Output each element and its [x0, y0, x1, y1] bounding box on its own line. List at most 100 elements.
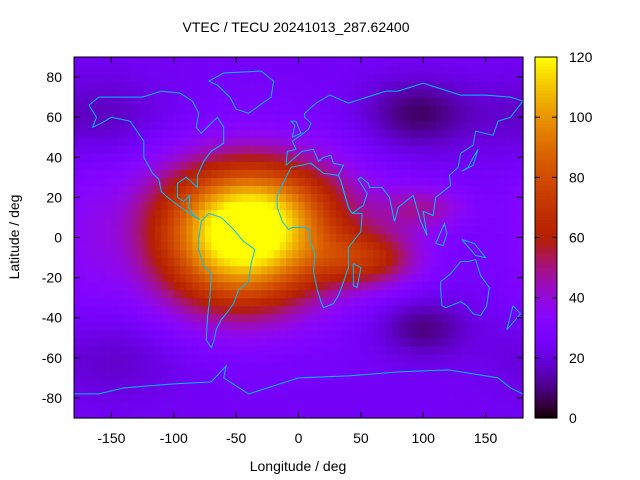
heatmap-cell [192, 137, 200, 146]
heatmap-cell [105, 153, 113, 162]
x-tick-label: -150 [97, 430, 125, 446]
colorbar-segment [535, 348, 557, 353]
heatmap-cell [498, 297, 505, 307]
heatmap-cell [360, 233, 368, 243]
heatmap-cell [204, 169, 212, 178]
heatmap-cell [267, 321, 275, 331]
heatmap-cell [186, 313, 194, 323]
heatmap-cell [261, 281, 268, 291]
heatmap-cell [310, 385, 318, 395]
heatmap-cell [248, 337, 256, 347]
heatmap-cell [267, 281, 275, 291]
heatmap-cell [298, 329, 306, 339]
heatmap-cell [460, 265, 468, 275]
heatmap-cell [155, 393, 162, 403]
heatmap-cell [335, 401, 343, 411]
heatmap-cell [223, 241, 231, 251]
heatmap-cell [142, 73, 150, 82]
heatmap-cell [155, 153, 162, 162]
heatmap-cell [204, 137, 212, 146]
heatmap-cell [354, 369, 362, 379]
heatmap-cell [186, 345, 194, 355]
heatmap-cell [491, 385, 499, 395]
colorbar-segment [535, 72, 557, 76]
heatmap-cell [180, 193, 187, 202]
heatmap-cell [248, 393, 256, 403]
heatmap-cell [516, 265, 524, 275]
heatmap-cell [242, 393, 250, 403]
heatmap-cell [367, 393, 374, 403]
heatmap-cell [273, 129, 281, 138]
heatmap-cell [267, 65, 275, 74]
heatmap-cell [392, 153, 399, 162]
heatmap-cell [80, 113, 88, 122]
heatmap-cell [117, 121, 125, 130]
colorbar-segment [535, 324, 557, 329]
heatmap-cell [267, 129, 275, 138]
heatmap-cell [242, 209, 250, 219]
heatmap-cell [298, 345, 306, 355]
heatmap-cell [111, 81, 119, 90]
heatmap-cell [130, 145, 137, 154]
heatmap-cell [223, 201, 231, 211]
heatmap-cell [223, 97, 231, 106]
heatmap-cell [223, 297, 231, 307]
heatmap-cell [130, 89, 137, 98]
heatmap-cell [423, 121, 431, 130]
heatmap-cell [304, 65, 312, 74]
heatmap-cell [360, 241, 368, 251]
heatmap-cell [211, 161, 219, 170]
heatmap-cell [155, 233, 162, 243]
heatmap-cell [155, 241, 162, 251]
heatmap-cell [254, 353, 262, 363]
heatmap-cell [111, 65, 119, 74]
heatmap-cell [423, 105, 431, 114]
heatmap-cell [204, 225, 212, 235]
heatmap-cell [286, 345, 293, 355]
heatmap-cell [367, 249, 374, 259]
heatmap-cell [398, 313, 406, 323]
heatmap-cell [98, 265, 106, 275]
heatmap-cell [379, 81, 387, 90]
heatmap-cell [504, 305, 512, 315]
heatmap-cell [217, 345, 225, 355]
colorbar-segment [535, 234, 557, 239]
heatmap-cell [479, 297, 487, 307]
heatmap-cell [148, 217, 156, 227]
colorbar-segment [535, 93, 557, 97]
heatmap-cell [123, 217, 131, 227]
heatmap-cell [155, 361, 162, 371]
heatmap-cell [80, 409, 88, 419]
heatmap-cell [217, 257, 225, 267]
heatmap-cell [360, 321, 368, 331]
heatmap-cell [404, 369, 412, 379]
heatmap-cell [74, 209, 81, 219]
heatmap-cell [148, 193, 156, 202]
heatmap-cell [267, 225, 275, 235]
heatmap-cell [292, 65, 300, 74]
heatmap-cell [310, 233, 318, 243]
heatmap-cell [510, 65, 518, 74]
heatmap-cell [473, 345, 480, 355]
heatmap-cell [441, 305, 449, 315]
heatmap-cell [273, 337, 281, 347]
heatmap-cell [479, 369, 487, 379]
heatmap-cell [398, 377, 406, 387]
heatmap-cell [136, 89, 144, 98]
heatmap-cell [410, 369, 418, 379]
heatmap-cell [479, 265, 487, 275]
heatmap-cell [510, 377, 518, 387]
heatmap-cell [279, 393, 287, 403]
colorbar-segment [535, 363, 557, 368]
heatmap-cell [80, 209, 88, 219]
heatmap-cell [385, 185, 393, 194]
heatmap-cell [367, 329, 374, 339]
heatmap-cell [180, 353, 187, 363]
colorbar-segment [535, 282, 557, 287]
heatmap-cell [298, 233, 306, 243]
heatmap-cell [454, 201, 462, 211]
heatmap-cell [510, 289, 518, 299]
heatmap-cell [192, 385, 200, 395]
colorbar-segment [535, 264, 557, 269]
heatmap-cell [498, 377, 505, 387]
